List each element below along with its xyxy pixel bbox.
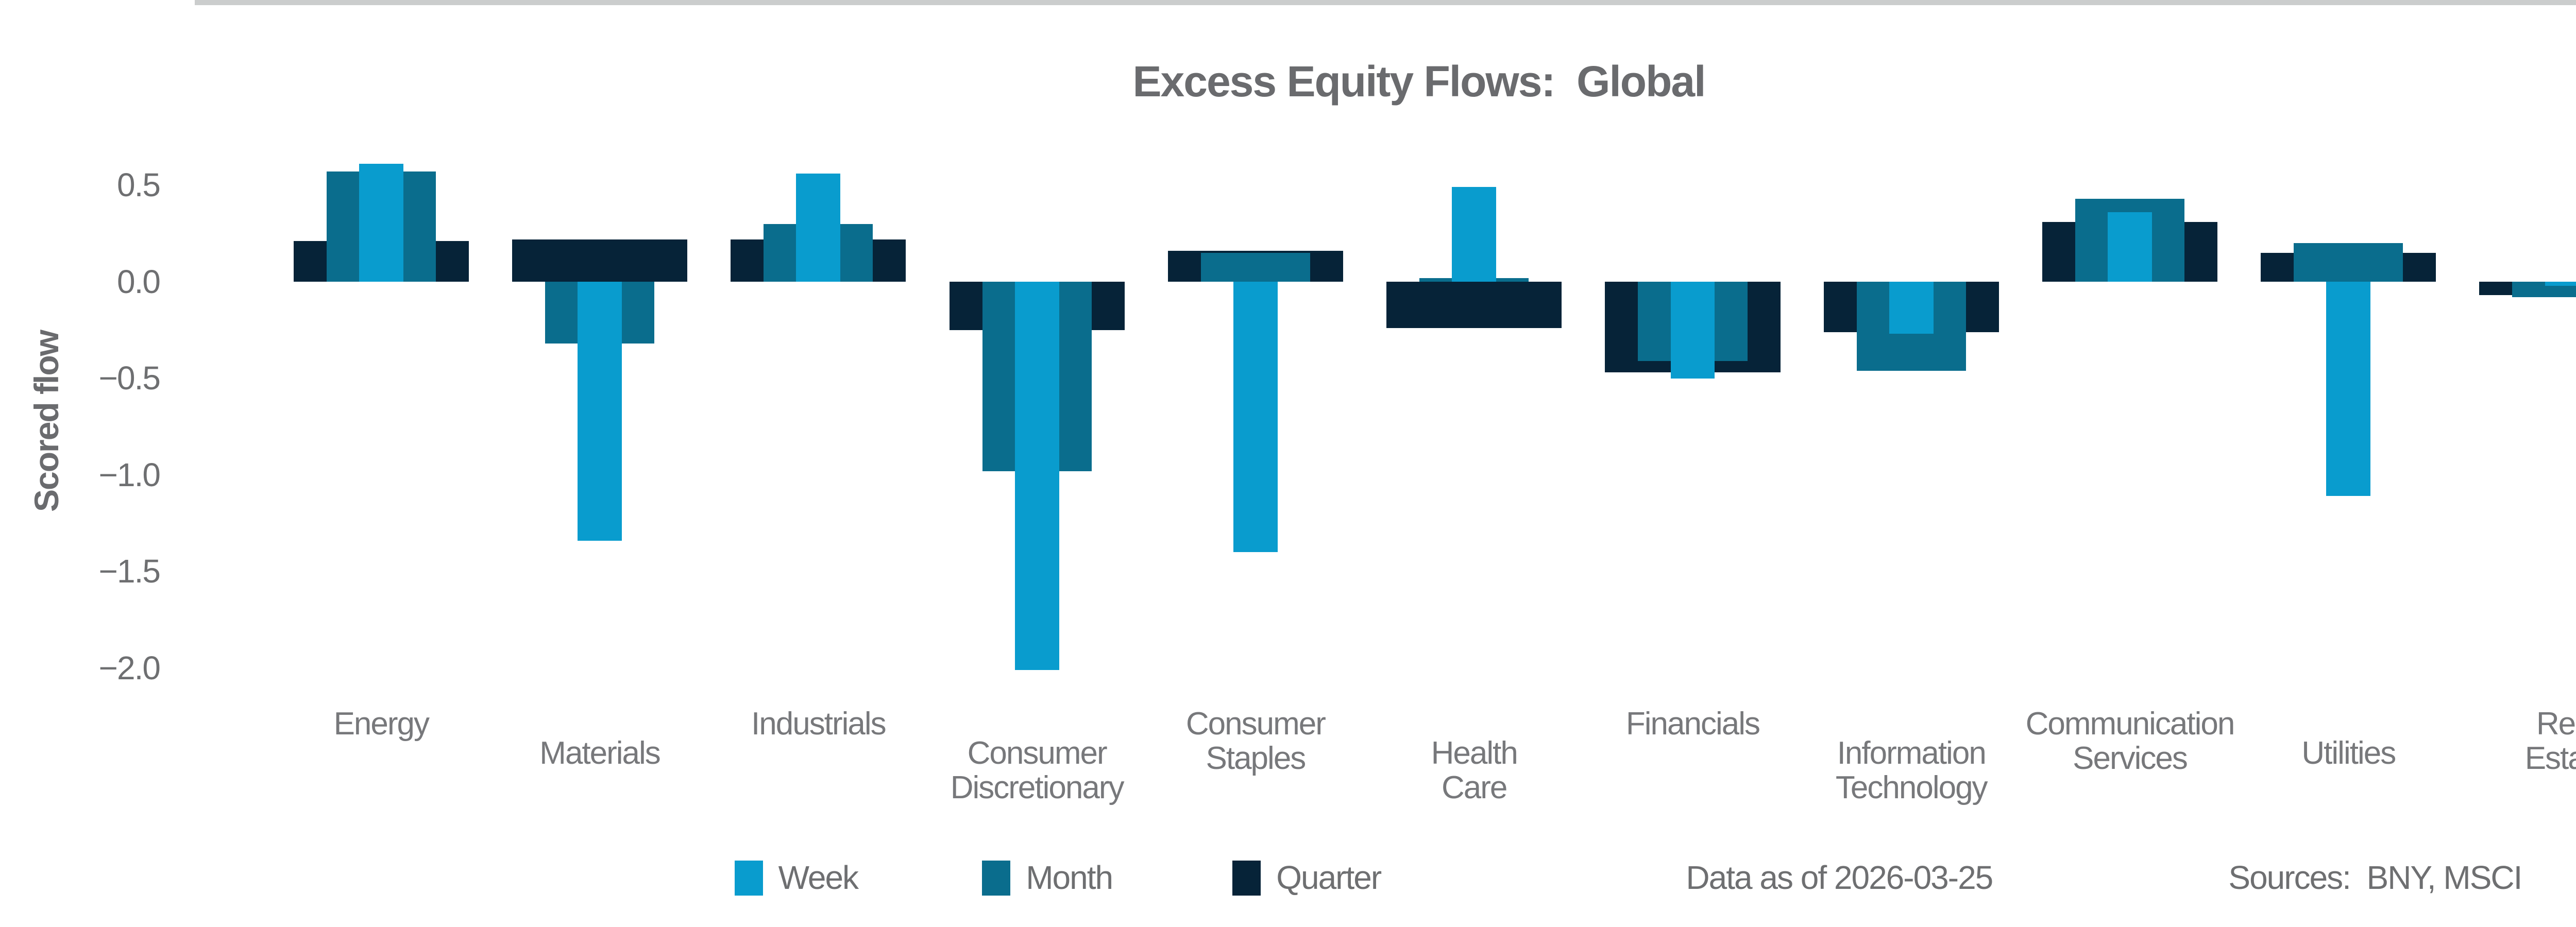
legend-swatch-week-icon [734,860,763,896]
category-label-2: Industrials [751,706,887,742]
category-label-0: Energy [333,706,430,742]
legend-swatch-quarter-icon [1232,860,1261,896]
chart-title: Excess Equity Flows: Global [1132,57,1706,106]
bar-week-6 [1670,282,1715,379]
bar-week-0 [359,164,403,282]
y-tick-−1.0: −1.0 [98,456,161,493]
bar-week-5 [1452,187,1497,282]
bar-week-3 [1014,282,1059,670]
category-label-5: Health Care [1431,735,1518,806]
category-label-9: Utilities [2301,735,2396,771]
bar-week-4 [1233,282,1278,552]
legend-swatch-month-icon [982,860,1011,896]
bar-month-9 [2294,243,2403,282]
category-label-7: Information Technology [1835,735,1988,806]
bar-quarter-5 [1386,282,1562,329]
y-tick-−2.0: −2.0 [98,649,161,686]
category-label-10: RealEstate [2524,706,2576,776]
bar-month-4 [1200,252,1311,282]
category-label-1: Materials [539,735,661,771]
y-tick-0.5: 0.5 [117,166,161,204]
y-tick-0.0: 0.0 [117,263,161,300]
legend-label-week: Week [778,859,859,896]
category-label-8: Communication Services [2025,706,2235,776]
bar-quarter-1 [512,239,688,282]
y-tick-−0.5: −0.5 [98,359,161,397]
data-as-of-note: Data as of 2026-03-25 [1686,859,1993,896]
legend-label-quarter: Quarter [1276,859,1382,896]
bar-week-8 [2108,212,2152,282]
bar-week-1 [578,282,622,541]
legend-label-month: Month [1026,859,1113,896]
sources-note: Sources: BNY, MSCI [2228,859,2522,896]
category-label-4: Consumer Staples [1185,706,1326,776]
bar-week-2 [796,174,841,282]
zero-gridline [195,0,2576,5]
bar-week-7 [1889,282,1934,334]
bar-week-9 [2326,282,2371,496]
y-tick-−1.5: −1.5 [98,553,161,590]
bar-week-10 [2545,282,2576,286]
category-label-6: Financials [1625,706,1760,742]
category-label-3: Consumer Discretionary [950,735,1125,806]
